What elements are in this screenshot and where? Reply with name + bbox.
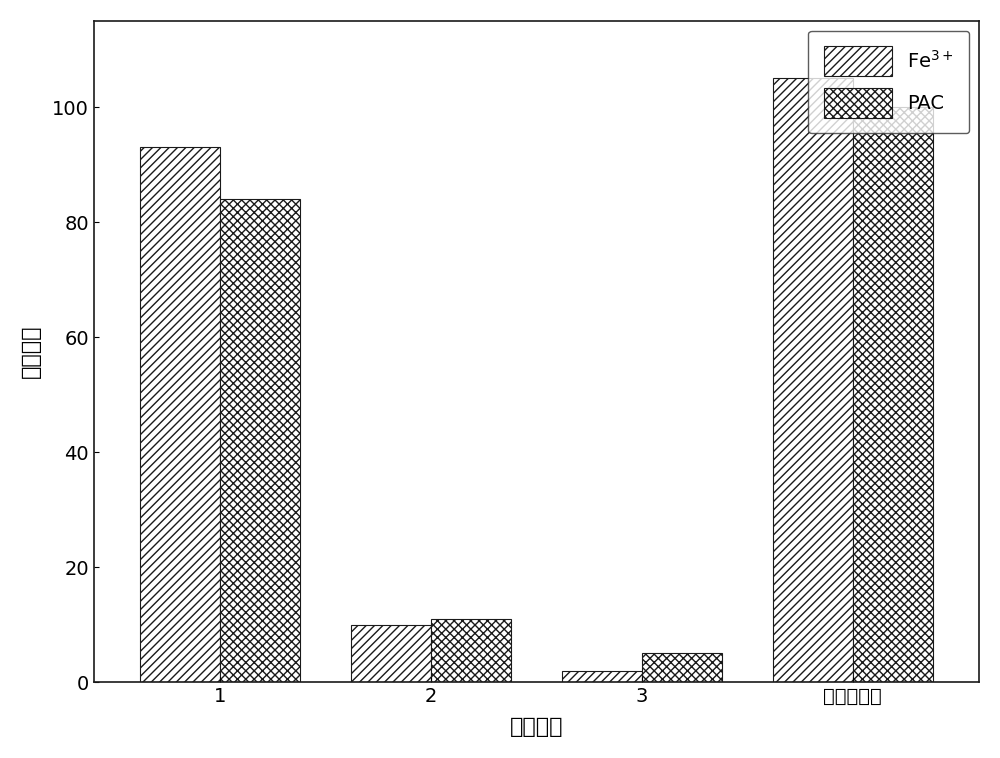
Bar — [562, 671, 642, 682]
Bar — [853, 107, 933, 682]
Bar — [642, 653, 722, 682]
Bar — [220, 199, 300, 682]
Legend: Fe$^{3+}$, PAC: Fe$^{3+}$, PAC — [808, 30, 969, 133]
Bar — [431, 619, 511, 682]
Bar — [773, 78, 853, 682]
Bar — [140, 147, 220, 682]
Y-axis label: 回收效率: 回收效率 — [21, 324, 41, 378]
X-axis label: 酸洗次序: 酸洗次序 — [510, 717, 563, 738]
Bar — [351, 625, 431, 682]
